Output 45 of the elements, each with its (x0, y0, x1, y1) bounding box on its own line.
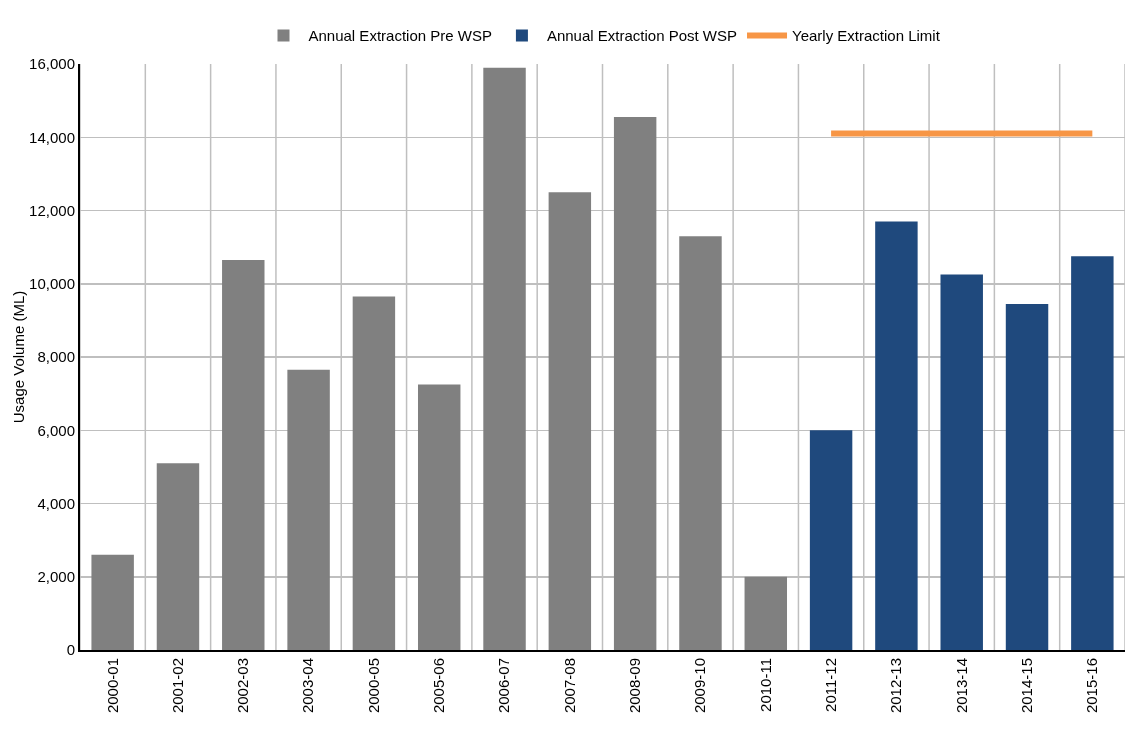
x-tick-label: 2008-09 (626, 658, 644, 714)
bar (483, 67, 526, 650)
bar (352, 296, 396, 650)
x-tick-label: 2015-16 (1083, 658, 1101, 714)
y-tick-label: 2,000 (37, 568, 75, 585)
legend-label: Yearly Extraction Limit (792, 27, 941, 45)
y-tick-label: 16,000 (29, 55, 75, 73)
bar (548, 192, 592, 650)
x-tick-label: 2001-02 (168, 658, 186, 714)
legend-label: Annual Extraction Post WSP (546, 27, 738, 45)
x-tick-label: 2000-05 (364, 658, 382, 714)
bar (875, 221, 918, 650)
bar (1005, 303, 1049, 650)
x-tick-label: 2013-14 (952, 658, 970, 714)
bar (156, 463, 200, 650)
x-tick-label: 2005-06 (430, 658, 448, 714)
bar (679, 236, 722, 650)
x-tick-label: 2003-04 (299, 658, 317, 714)
y-tick-label: 10,000 (29, 275, 75, 292)
y-tick-label: 14,000 (29, 128, 75, 146)
bar (1071, 256, 1114, 650)
bar (287, 369, 330, 650)
x-tick-label: 2000-01 (103, 658, 121, 714)
bar (744, 576, 788, 650)
x-tick-label: 2014-15 (1017, 658, 1035, 714)
bar (809, 430, 853, 650)
x-tick-label: 2011-12 (821, 658, 839, 712)
bar (91, 554, 134, 650)
bar (613, 117, 657, 650)
y-tick-label: 0 (66, 641, 75, 659)
y-axis-title: Usage Volume (ML) (10, 290, 28, 424)
x-tick-label: 2010-11 (756, 658, 774, 712)
bar (222, 259, 265, 650)
y-tick-label: 4,000 (37, 494, 75, 512)
y-tick-label: 8,000 (37, 348, 75, 366)
bar (417, 384, 461, 650)
x-tick-label: 2012-13 (887, 658, 905, 714)
x-tick-label: 2002-03 (234, 658, 252, 714)
x-tick-label: 2006-07 (495, 658, 513, 714)
bar (940, 274, 983, 650)
legend-label: Annual Extraction Pre WSP (308, 27, 492, 45)
x-tick-label: 2009-10 (691, 658, 709, 714)
x-tick-label: 2007-08 (560, 658, 578, 714)
y-tick-label: 6,000 (37, 421, 75, 439)
y-tick-label: 12,000 (29, 201, 75, 219)
